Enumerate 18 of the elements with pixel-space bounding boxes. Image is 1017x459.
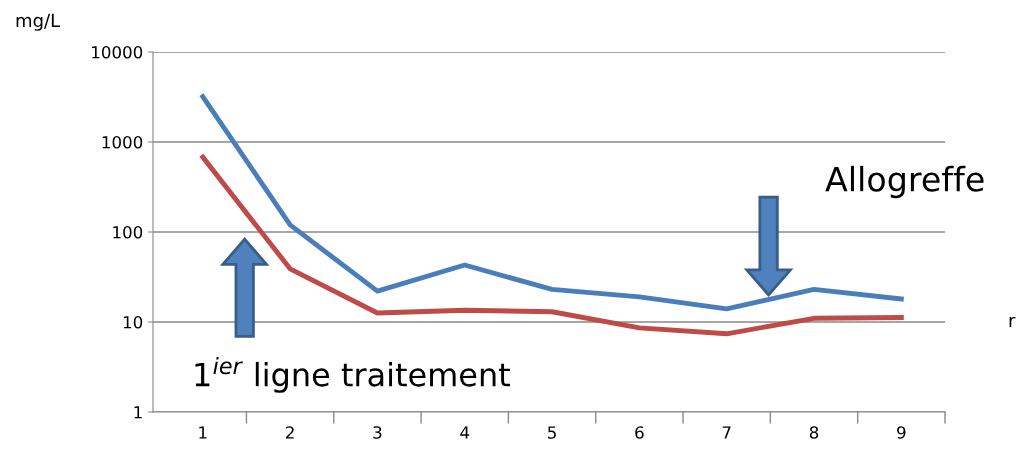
x-tick-label: 2	[286, 426, 294, 439]
y-tick-label: 100	[113, 225, 143, 239]
x-tick-label: 8	[809, 426, 819, 439]
x-tick-label: 5	[548, 426, 556, 439]
x-axis-title: r	[1009, 316, 1016, 327]
x-tick-label: 7	[722, 426, 731, 439]
y-tick-label: 1	[134, 406, 142, 419]
x-tick-label: 4	[460, 426, 470, 439]
y-axis-title: mg/L	[16, 13, 61, 31]
annotation: Allogreffe	[825, 165, 984, 199]
y-tick-label: 1000	[102, 135, 143, 149]
x-tick-label: 9	[897, 426, 906, 439]
y-tick-label: 10	[123, 315, 143, 329]
y-tick-label: 10000	[92, 45, 143, 59]
annotation: 1$^{ier}$ ligne traitement	[195, 356, 510, 393]
x-tick-label: 3	[373, 426, 382, 439]
x-tick-label: 1	[199, 426, 207, 439]
x-tick-label: 6	[635, 426, 644, 439]
